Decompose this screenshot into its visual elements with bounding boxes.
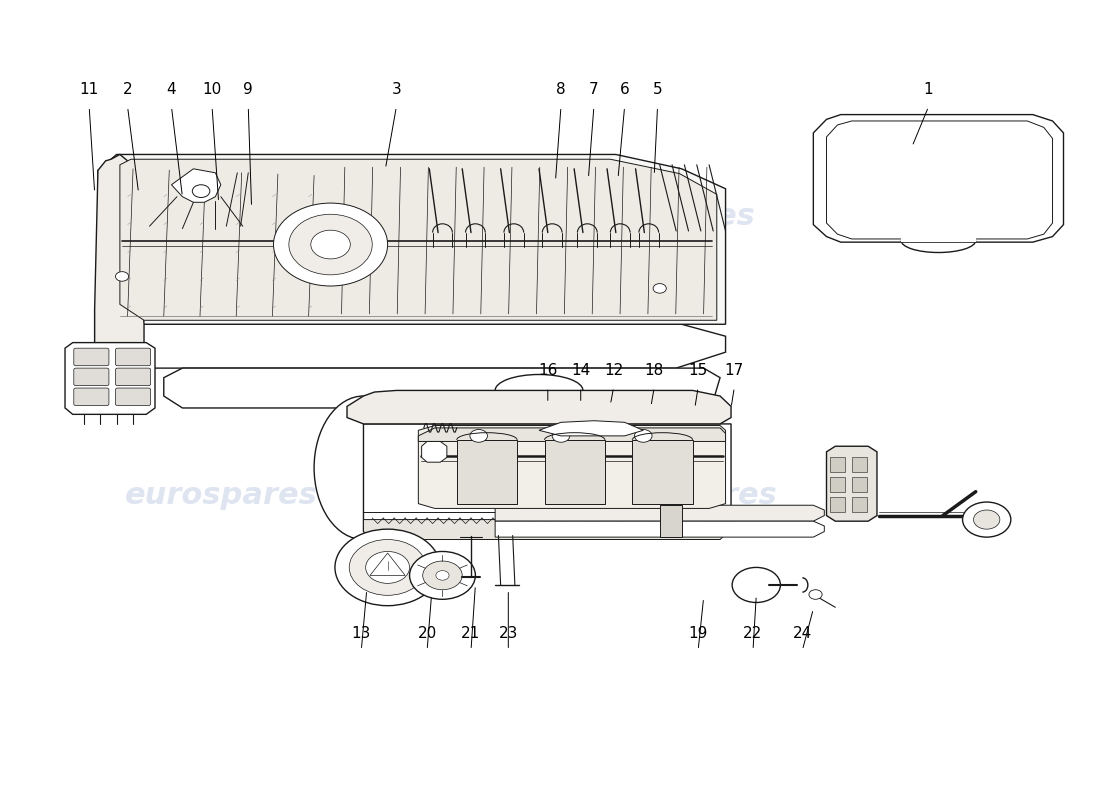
Text: 19: 19 <box>689 626 707 641</box>
Circle shape <box>274 203 387 286</box>
Polygon shape <box>544 440 605 504</box>
Circle shape <box>962 502 1011 537</box>
Text: 17: 17 <box>725 362 744 378</box>
Text: eurospares: eurospares <box>146 202 339 231</box>
Text: 5: 5 <box>652 82 662 97</box>
Circle shape <box>334 529 440 606</box>
Text: 22: 22 <box>744 626 762 641</box>
Text: 15: 15 <box>689 362 707 378</box>
Bar <box>829 458 845 472</box>
Polygon shape <box>164 368 720 408</box>
Bar <box>851 458 867 472</box>
Text: 20: 20 <box>418 626 437 641</box>
Text: eurospares: eurospares <box>124 481 317 510</box>
Bar <box>829 498 845 512</box>
Polygon shape <box>98 154 726 324</box>
Text: 14: 14 <box>571 362 591 378</box>
Polygon shape <box>813 114 1064 242</box>
Polygon shape <box>120 159 717 320</box>
Circle shape <box>311 230 350 259</box>
FancyBboxPatch shape <box>74 348 109 366</box>
Circle shape <box>733 567 780 602</box>
Text: 8: 8 <box>557 82 565 97</box>
Circle shape <box>436 570 449 580</box>
Polygon shape <box>495 506 824 521</box>
Circle shape <box>635 430 652 442</box>
Text: 18: 18 <box>645 362 664 378</box>
Text: 13: 13 <box>352 626 371 641</box>
Text: 1: 1 <box>924 82 934 97</box>
Polygon shape <box>418 428 726 442</box>
Text: 16: 16 <box>538 362 558 378</box>
Text: 7: 7 <box>590 82 598 97</box>
Circle shape <box>470 430 487 442</box>
Circle shape <box>116 272 129 282</box>
Polygon shape <box>95 308 726 368</box>
Circle shape <box>192 185 210 198</box>
Polygon shape <box>495 521 824 537</box>
FancyBboxPatch shape <box>116 368 151 386</box>
Polygon shape <box>65 342 155 414</box>
Circle shape <box>365 551 409 583</box>
Text: 12: 12 <box>604 362 624 378</box>
Circle shape <box>974 510 1000 529</box>
Polygon shape <box>418 426 726 509</box>
Text: 9: 9 <box>243 82 253 97</box>
Polygon shape <box>456 440 517 504</box>
Circle shape <box>808 590 822 599</box>
Ellipse shape <box>315 396 412 539</box>
Text: 4: 4 <box>166 82 176 97</box>
Polygon shape <box>632 440 693 504</box>
Circle shape <box>653 284 667 293</box>
Text: 11: 11 <box>79 82 99 97</box>
Text: 3: 3 <box>392 82 402 97</box>
Polygon shape <box>421 442 447 462</box>
Polygon shape <box>95 154 144 352</box>
Polygon shape <box>901 229 976 242</box>
Polygon shape <box>826 121 1053 239</box>
Circle shape <box>422 561 462 590</box>
Text: 2: 2 <box>123 82 132 97</box>
Polygon shape <box>826 446 877 521</box>
Circle shape <box>552 430 570 442</box>
Bar <box>829 478 845 492</box>
Polygon shape <box>346 390 732 424</box>
Text: eurospares: eurospares <box>563 202 756 231</box>
Text: 21: 21 <box>461 626 481 641</box>
FancyBboxPatch shape <box>74 388 109 406</box>
Text: 10: 10 <box>202 82 222 97</box>
Polygon shape <box>363 424 732 537</box>
Text: 23: 23 <box>498 626 518 641</box>
FancyBboxPatch shape <box>116 388 151 406</box>
Polygon shape <box>539 421 644 436</box>
Polygon shape <box>172 169 221 202</box>
Circle shape <box>289 214 372 275</box>
Bar <box>851 498 867 512</box>
Text: 6: 6 <box>619 82 629 97</box>
Circle shape <box>409 551 475 599</box>
Polygon shape <box>363 519 732 539</box>
Text: eurospares: eurospares <box>585 481 778 510</box>
Circle shape <box>349 539 426 595</box>
FancyBboxPatch shape <box>74 368 109 386</box>
FancyBboxPatch shape <box>116 348 151 366</box>
Text: 24: 24 <box>793 626 812 641</box>
Bar <box>851 478 867 492</box>
Bar <box>660 506 682 537</box>
